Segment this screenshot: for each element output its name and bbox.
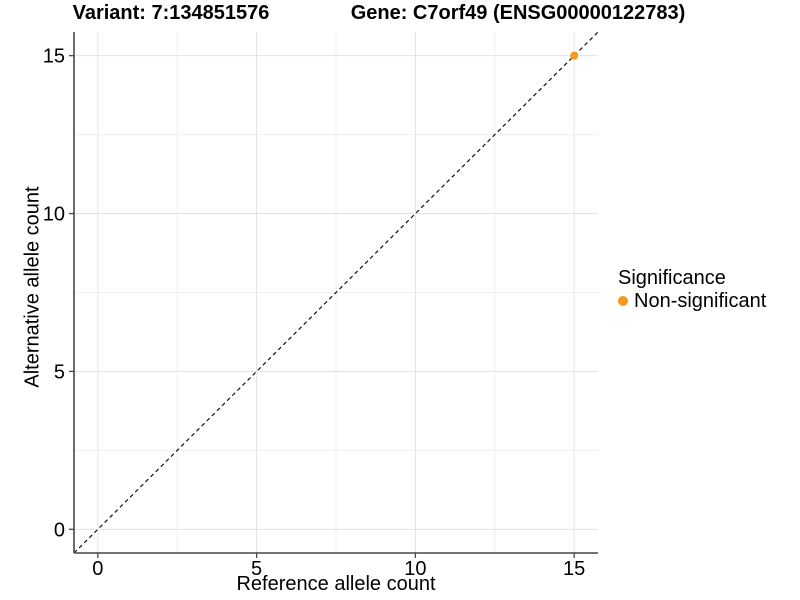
identity-line bbox=[73, 31, 599, 554]
y-axis-title: Alternative allele count bbox=[21, 186, 44, 388]
y-tick-label: 5 bbox=[54, 361, 65, 383]
plot-title-gene: Gene: C7orf49 (ENSG00000122783) bbox=[350, 2, 686, 24]
y-tick-label: 15 bbox=[43, 46, 65, 68]
y-tick-label: 0 bbox=[54, 519, 65, 541]
legend-title: Significance bbox=[618, 267, 726, 289]
x-tick-label: 10 bbox=[404, 558, 426, 580]
y-tick-label: 10 bbox=[43, 204, 65, 226]
legend-item-label: Non-significant bbox=[634, 289, 767, 312]
legend: Significance Non-significant bbox=[618, 267, 766, 312]
data-point bbox=[570, 51, 579, 60]
x-tick-label: 5 bbox=[251, 558, 262, 580]
x-tick-label: 0 bbox=[92, 558, 103, 580]
legend-item: Non-significant bbox=[618, 290, 766, 312]
plot-title-variant: Variant: 7:134851576 bbox=[72, 2, 270, 24]
legend-point-icon bbox=[618, 296, 628, 306]
x-tick-label: 15 bbox=[563, 558, 585, 580]
x-axis-title: Reference allele count bbox=[236, 573, 436, 595]
